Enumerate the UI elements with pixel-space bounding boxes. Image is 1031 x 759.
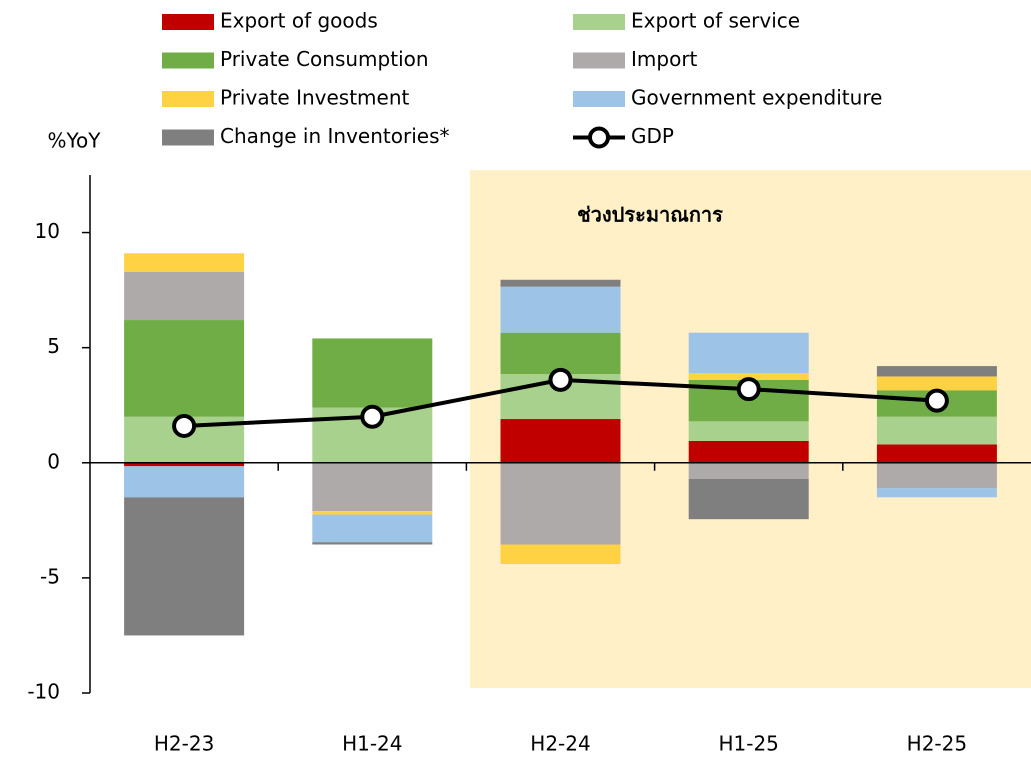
legend-label: Change in Inventories* (220, 124, 450, 148)
bar-segment (124, 253, 245, 272)
gdp-marker (548, 367, 573, 392)
legend-swatch (162, 129, 214, 146)
legend-label: Export of service (631, 9, 800, 33)
legend-marker (588, 126, 610, 149)
bar-segment (500, 279, 621, 287)
bar-segment (312, 338, 433, 408)
x-tick-label: H2-24 (530, 732, 590, 756)
bar-segment (500, 286, 621, 333)
legend-swatch (573, 52, 625, 69)
legend-swatch (162, 91, 214, 107)
bar-segment (124, 466, 245, 498)
bar-segment (876, 488, 997, 498)
legend-label: Government expenditure (631, 86, 882, 110)
bar-segment (876, 462, 997, 489)
bar-segment (688, 421, 809, 441)
bar-segment (124, 271, 245, 321)
legend-label: Private Investment (220, 86, 410, 110)
bar-segment (876, 444, 997, 463)
bar-segment (500, 332, 621, 375)
legend-swatch (162, 52, 214, 69)
bar-segment (688, 440, 809, 463)
y-tick-label: 0 (47, 449, 60, 473)
y-tick-label: -10 (27, 680, 60, 704)
bar-segment (500, 462, 621, 545)
x-tick-label: H2-23 (154, 732, 214, 756)
bar-segment (500, 544, 621, 565)
bar-segment (876, 376, 997, 391)
legend-swatch (573, 91, 625, 107)
bar-segment (124, 462, 245, 467)
legend-swatch (573, 14, 625, 30)
bar-segment (688, 462, 809, 479)
bar-segment (312, 542, 433, 545)
x-tick-label: H2-25 (907, 732, 967, 756)
bar-segment (124, 497, 245, 636)
legend-swatch (162, 14, 214, 30)
bar-segment (124, 320, 245, 417)
legend-label: Private Consumption (220, 47, 429, 71)
gdp-marker (360, 404, 385, 429)
y-tick-label: -5 (40, 564, 60, 588)
gdp-marker (172, 413, 197, 438)
bar-segment (876, 366, 997, 377)
bar-segment (312, 462, 433, 512)
bar-segment (876, 416, 997, 445)
x-tick-label: H1-25 (718, 732, 778, 756)
bar-segment (688, 478, 809, 520)
bar-segment (312, 514, 433, 543)
x-tick-label: H1-24 (342, 732, 402, 756)
legend-label: Export of goods (220, 9, 378, 33)
legend-label: GDP (631, 124, 674, 148)
bar-segment (688, 372, 809, 380)
y-tick-label: 10 (35, 219, 60, 243)
bar-segment (688, 332, 809, 373)
gdp-marker (736, 377, 761, 402)
gdp-marker (924, 388, 949, 413)
bar-segment (500, 419, 621, 463)
y-axis-label: %YoY (47, 129, 101, 153)
legend-label: Import (631, 47, 698, 71)
y-tick-label: 5 (47, 334, 60, 358)
forecast-annotation: ช่วงประมาณการ (577, 203, 723, 227)
bar-segment (312, 511, 433, 515)
